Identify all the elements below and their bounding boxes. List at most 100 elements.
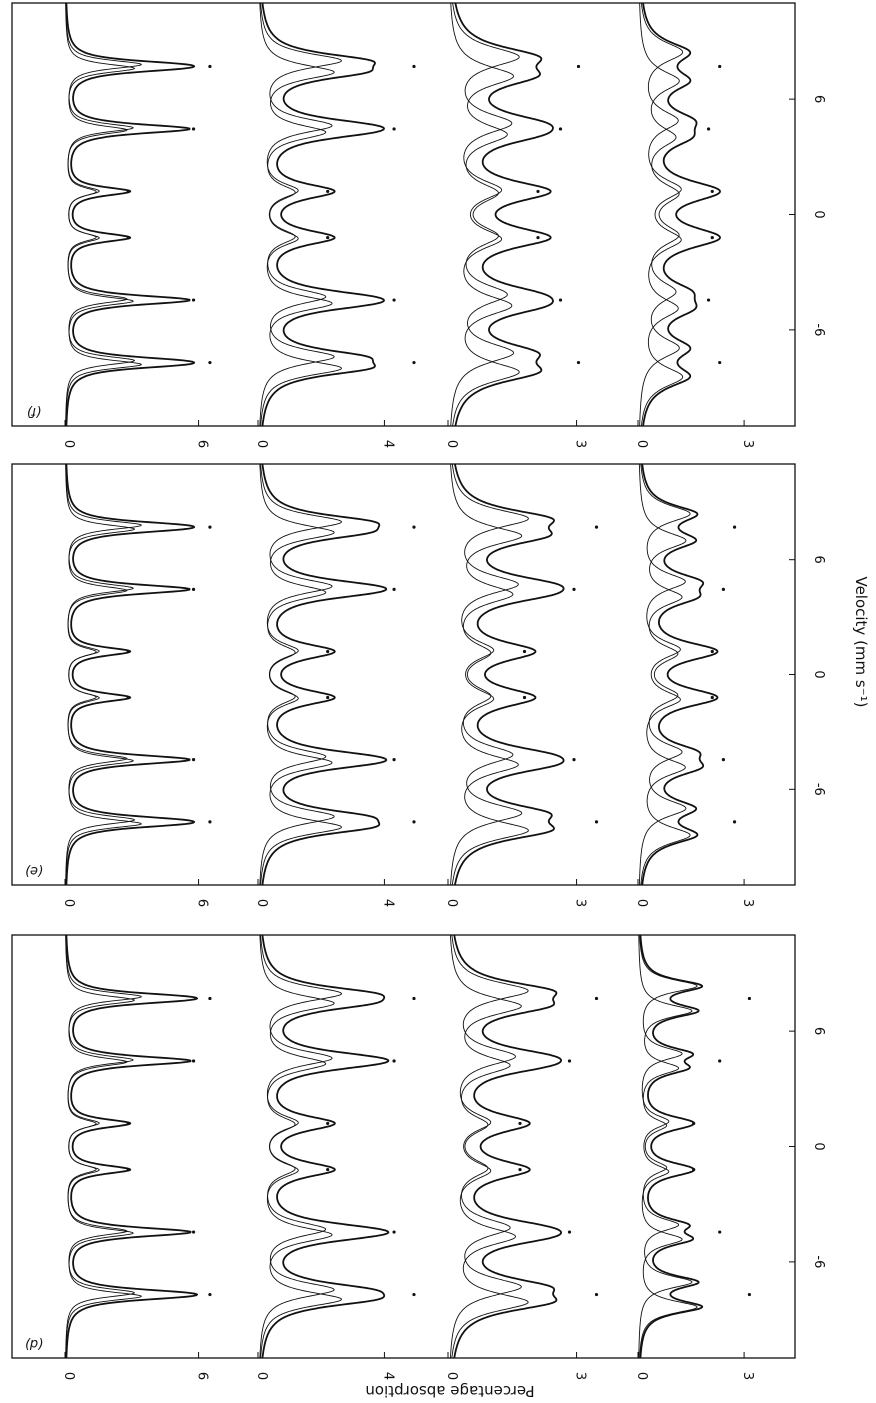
fitted-spectrum-curve	[642, 2, 721, 427]
peak-point	[191, 1230, 196, 1234]
component-curve-a	[640, 463, 691, 886]
peak-point	[208, 820, 212, 824]
peak-point	[718, 360, 722, 365]
panel-label: (f)	[27, 404, 42, 419]
y-tick-label: 0	[444, 440, 459, 448]
component-curve-a	[452, 2, 520, 427]
y-tick-label: 0	[444, 899, 459, 907]
peak-point	[594, 996, 599, 1001]
panel-label: (d)	[25, 1336, 43, 1351]
peak-point	[326, 1121, 330, 1126]
peak-point	[208, 64, 212, 69]
peak-point	[208, 996, 212, 1001]
peak-point	[392, 587, 396, 591]
peak-point	[326, 649, 330, 654]
peak-point	[126, 695, 130, 700]
peak-point	[126, 1167, 130, 1172]
x-tick-label: -6	[811, 783, 826, 796]
peak-point	[732, 525, 737, 529]
y-tick-label: 0	[254, 899, 269, 907]
peak-point	[518, 1121, 522, 1126]
x-tick-label: 6	[811, 556, 826, 564]
peak-point	[412, 820, 416, 824]
y-tick-label: 0	[634, 1372, 649, 1380]
peak-point	[718, 64, 722, 69]
component-curve-b	[259, 2, 335, 427]
fitted-spectrum-curve	[454, 2, 554, 427]
y-tick-label: 0	[254, 1372, 269, 1380]
peak-point	[558, 127, 563, 131]
peak-point	[692, 1167, 696, 1172]
peak-point	[126, 649, 130, 654]
y-tick-label: 0	[634, 440, 649, 448]
y-tick-label: 3	[740, 1372, 755, 1380]
peak-point	[412, 1292, 416, 1297]
y-tick-label: 0	[634, 899, 649, 907]
peak-point	[710, 649, 714, 654]
peak-point	[594, 820, 599, 824]
component-curve-b	[638, 935, 693, 1358]
peak-point	[191, 587, 196, 591]
peak-point	[576, 64, 581, 69]
y-tick-label: 0	[61, 1372, 76, 1380]
x-tick-label: 0	[811, 670, 826, 678]
component-curve-b	[449, 934, 522, 1359]
component-curve-a	[451, 463, 529, 886]
peak-point	[412, 360, 416, 365]
y-tick-label: 6	[195, 440, 210, 448]
peak-point	[412, 525, 416, 529]
component-curve-a	[639, 934, 698, 1359]
peak-point	[126, 189, 130, 194]
peak-point	[706, 298, 711, 302]
component-curve-b	[65, 464, 135, 885]
y-tick-label: 3	[740, 899, 755, 907]
x-axis-label: Velocity (mm s⁻¹)	[852, 576, 870, 707]
peak-point	[392, 127, 396, 131]
component-curve-b	[65, 3, 135, 426]
peak-point	[594, 1292, 599, 1297]
component-curve-b	[450, 463, 523, 886]
x-tick-label: 0	[811, 210, 826, 218]
peak-point	[392, 1230, 396, 1234]
peak-point	[721, 587, 726, 591]
peak-point	[326, 235, 330, 240]
peak-point	[191, 758, 196, 762]
fitted-spectrum-curve	[453, 934, 562, 1359]
peak-point	[392, 1059, 396, 1063]
panel-2: -606(f)0 6 0 4 0 3 0 3	[11, 2, 826, 448]
y-tick-label: 4	[380, 1372, 395, 1380]
y-tick-label: 6	[195, 1372, 210, 1380]
fitted-spectrum-curve	[641, 463, 719, 886]
peak-point	[326, 695, 330, 700]
component-curve-b	[65, 935, 135, 1358]
y-tick-label: 0	[254, 440, 269, 448]
fitted-spectrum-curve	[261, 2, 385, 427]
y-tick-label: 0	[61, 440, 76, 448]
peak-point	[536, 235, 540, 240]
component-curve-a	[260, 935, 342, 1358]
component-curve-a	[65, 464, 142, 885]
panel-label: (e)	[25, 863, 43, 878]
peak-point	[412, 64, 416, 69]
peak-point	[326, 1167, 330, 1172]
peak-point	[567, 1230, 572, 1234]
component-curve-b	[450, 2, 514, 427]
component-curve-b	[639, 2, 680, 427]
y-tick-label: 4	[380, 440, 395, 448]
fitted-spectrum-curve	[639, 934, 704, 1359]
x-tick-label: -6	[811, 1255, 826, 1268]
component-curve-b	[638, 464, 687, 885]
y-tick-label: 3	[740, 440, 755, 448]
x-tick-label: 6	[811, 1027, 826, 1035]
